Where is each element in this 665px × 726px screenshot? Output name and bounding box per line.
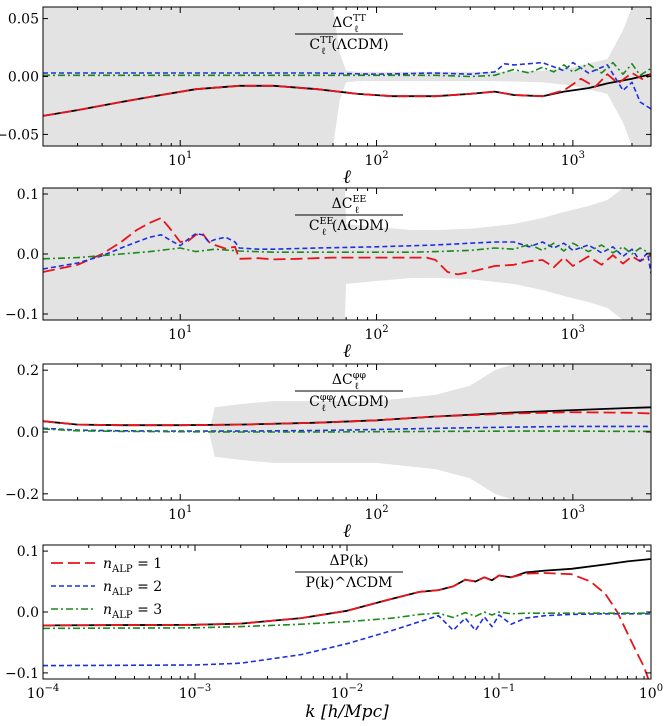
x-tick-label: 10−2 <box>331 683 364 702</box>
x-axis-label: ℓ <box>343 166 351 188</box>
series-line-n-alp-1 <box>43 217 651 276</box>
x-tick-label: 102 <box>364 150 388 169</box>
y-tick-label: 0.00 <box>8 70 39 86</box>
series-line-n-alp-2 <box>43 425 651 432</box>
x-tick-label: 103 <box>561 150 585 169</box>
y-tick-label: −0.1 <box>5 666 39 682</box>
series-line-n-alp-1 <box>43 572 650 679</box>
title-denominator: CTT ℓ (ΛCDM) <box>309 35 388 57</box>
plot-area <box>43 558 651 679</box>
y-tick-label: −0.2 <box>5 487 39 503</box>
title-numerator: ΔP(k) <box>330 553 369 569</box>
series-line-n-alp-1 <box>43 72 651 117</box>
x-tick-label: 10−3 <box>179 683 212 702</box>
y-tick-label: −0.05 <box>0 127 39 143</box>
y-tick-label: 0.1 <box>17 187 39 203</box>
plot-area <box>43 364 651 500</box>
y-tick-label: 0.0 <box>17 425 39 441</box>
series-line-n-alp-2 <box>43 613 651 667</box>
title-numerator: ΔCφφ ℓ <box>332 370 366 392</box>
title-numerator: ΔCTT ℓ <box>332 13 366 35</box>
legend: nALP = 1 nALP = 2 nALP = 3 <box>51 556 162 621</box>
series-line-n-alp-3 <box>43 428 651 433</box>
x-tick-label: 102 <box>364 504 388 523</box>
error-band <box>43 7 651 146</box>
title-numerator: ΔCEE ℓ <box>332 194 367 216</box>
title-denominator: P(k)^ΛCDM <box>306 575 393 591</box>
legend-label: nALP = 1 <box>103 556 162 575</box>
plot-area <box>43 7 651 146</box>
chart-panel-pk: −0.1 0.0 0.1 10−4 10−3 10−2 10−1 100 k [h/Mpc] ΔP… <box>5 544 663 722</box>
plot-area <box>43 188 651 320</box>
series-line-n-alp-2 <box>43 232 651 274</box>
x-tick-label: 101 <box>168 504 192 523</box>
y-tick-label: 0.2 <box>17 363 39 379</box>
x-tick-label: 102 <box>364 324 388 343</box>
x-tick-label: 103 <box>561 504 585 523</box>
error-band <box>43 188 651 320</box>
series-line-n-alp-3 <box>43 61 651 78</box>
legend-label: nALP = 3 <box>103 602 162 621</box>
y-tick-label: 0.0 <box>17 247 39 263</box>
x-tick-label: 10−1 <box>483 683 516 702</box>
x-axis-label: k [h/Mpc] <box>305 702 389 722</box>
series-line-n-alp-3 <box>43 611 651 630</box>
legend-label: nALP = 2 <box>103 579 162 598</box>
x-tick-label: 103 <box>561 324 585 343</box>
x-tick-label: 101 <box>168 324 192 343</box>
title-denominator: Cφφ ℓ (ΛCDM) <box>309 392 389 414</box>
x-tick-label: 100 <box>639 683 663 702</box>
x-axis-label: ℓ <box>343 520 351 542</box>
y-tick-label: 0.1 <box>17 544 39 560</box>
x-tick-label: 10−4 <box>27 683 60 702</box>
series-line-n-alp-2 <box>43 61 651 110</box>
y-tick-label: 0.05 <box>8 12 39 28</box>
series-line-n-alp-3 <box>43 242 651 260</box>
y-tick-label: −0.1 <box>5 307 39 323</box>
y-tick-label: 0.0 <box>17 605 39 621</box>
title-denominator: CEE ℓ (ΛCDM) <box>309 216 389 238</box>
x-tick-label: 101 <box>168 150 192 169</box>
series-line-n-alp-1 <box>43 411 651 427</box>
x-axis-label: ℓ <box>343 340 351 362</box>
